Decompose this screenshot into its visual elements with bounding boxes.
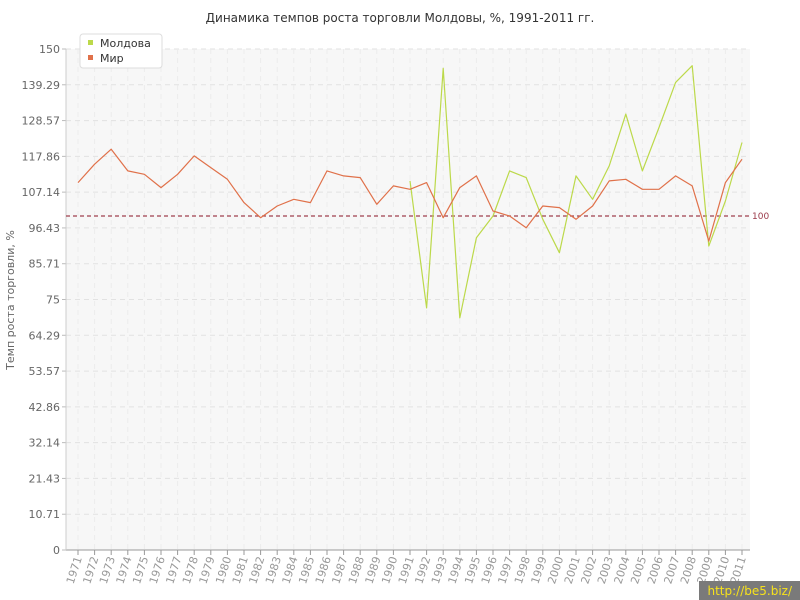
y-tick-label: 128.57 — [22, 115, 61, 128]
y-ticks: 0 10.71 21.43 32.14 42.86 53.57 64.29 75 85.71 96… — [22, 43, 66, 557]
reference-line-group: 100 — [66, 212, 769, 222]
y-tick-label: 10.71 — [29, 508, 61, 521]
y-tick-label: 64.29 — [29, 329, 61, 342]
chart-title: Динамика темпов роста торговли Молдовы, … — [206, 11, 595, 25]
y-tick-label: 75 — [46, 294, 60, 307]
series-group — [77, 65, 743, 319]
legend-marker-moldova — [88, 40, 93, 45]
y-tick-label: 107.14 — [22, 186, 61, 199]
y-tick-label: 21.43 — [29, 472, 61, 485]
legend[interactable]: Молдова Мир — [79, 33, 163, 69]
legend-label-world: Мир — [100, 52, 124, 65]
y-tick-label: 32.14 — [29, 437, 61, 450]
series-line-moldova[interactable] — [409, 65, 743, 319]
y-tick-label: 96.43 — [29, 222, 61, 235]
y-axis-label: Темп роста торговли, % — [4, 230, 17, 371]
y-tick-label: 150 — [39, 43, 60, 56]
reference-line-label: 100 — [752, 212, 769, 222]
y-tick-label: 117.86 — [22, 150, 61, 163]
legend-marker-world — [88, 55, 93, 60]
y-tick-label: 53.57 — [29, 365, 61, 378]
legend-box — [79, 33, 163, 69]
grid — [66, 48, 750, 551]
series-line-world[interactable] — [77, 148, 743, 242]
legend-label-moldova: Молдова — [100, 37, 151, 50]
y-tick-label: 139.29 — [22, 79, 61, 92]
x-ticks: 1971197219731974197519761977197819791980… — [64, 550, 749, 586]
y-tick-label: 0 — [53, 544, 60, 557]
y-tick-label: 42.86 — [29, 401, 61, 414]
y-tick-label: 85.71 — [29, 258, 61, 271]
watermark-link[interactable]: http://be5.biz/ — [699, 581, 800, 600]
